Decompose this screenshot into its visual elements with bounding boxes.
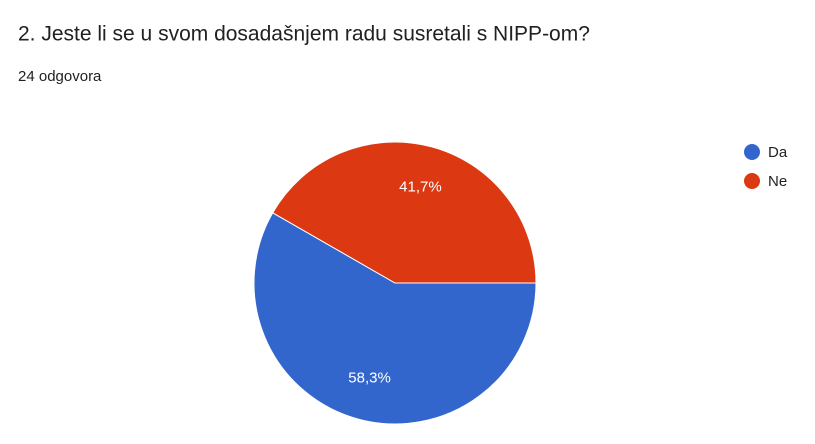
pie-slice bbox=[272, 141, 537, 284]
pie-slice bbox=[253, 212, 537, 425]
legend-swatch bbox=[744, 144, 760, 160]
slice-label: 58,3% bbox=[348, 369, 391, 386]
legend-label: Ne bbox=[768, 173, 787, 190]
chart-subtitle: 24 odgovora bbox=[18, 68, 102, 85]
legend-swatch bbox=[744, 173, 760, 189]
legend-label: Da bbox=[768, 144, 788, 161]
slice-label: 41,7% bbox=[399, 179, 442, 196]
chart-title: 2. Jeste li se u svom dosadašnjem radu s… bbox=[18, 23, 590, 46]
